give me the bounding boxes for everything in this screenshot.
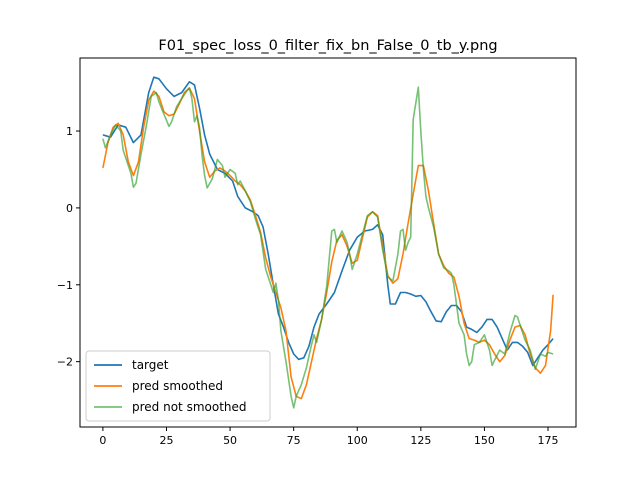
y-tick-label: −1 [57,279,73,292]
x-tick-label: 75 [287,434,301,447]
legend-label: pred not smoothed [132,400,247,414]
legend: target pred smoothed pred not smoothed [85,350,271,422]
series-layer [102,76,554,409]
series-line-target [102,76,554,367]
x-tick-label: 150 [474,434,495,447]
axes-layer: 0 25 50 75 100 125 150 175 1 0 −1 −2 [57,125,559,447]
plot-frame [79,57,577,428]
legend-label: pred smoothed [132,379,223,393]
series-line-pred-not-smoothed [102,86,554,409]
x-tick-label: 175 [538,434,559,447]
x-tick-label: 50 [223,434,237,447]
legend-frame [85,350,271,422]
chart-title: F01_spec_loss_0_filter_fix_bn_False_0_tb… [158,38,497,54]
x-tick-label: 100 [347,434,368,447]
x-tick-label: 0 [99,434,106,447]
legend-label: target [132,358,169,372]
x-tick-label: 125 [410,434,431,447]
y-tick-label: 0 [66,202,73,215]
y-tick-label: 1 [66,125,73,138]
x-tick-label: 25 [159,434,173,447]
y-tick-label: −2 [57,356,73,369]
